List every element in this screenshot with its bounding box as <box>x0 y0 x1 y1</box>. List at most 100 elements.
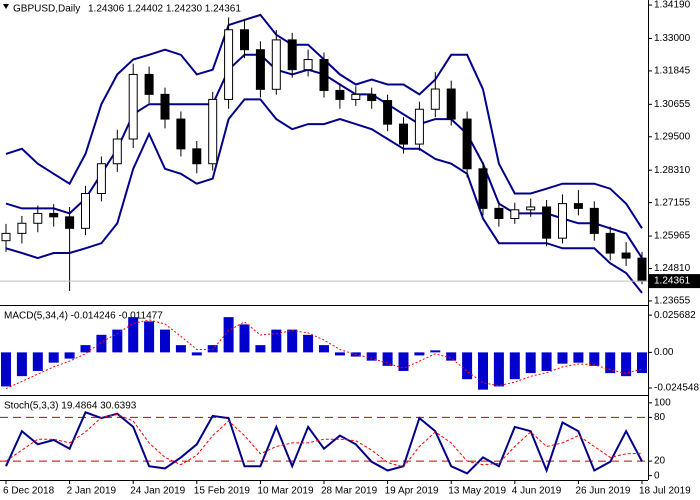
macd-bar <box>223 317 234 353</box>
macd-bar <box>48 352 59 363</box>
candle-body <box>335 89 345 100</box>
y-tick-label: 0 <box>654 470 660 481</box>
candle-body <box>128 73 138 140</box>
candle-body <box>144 73 154 95</box>
candle-body <box>81 193 90 229</box>
macd-bar <box>493 352 504 387</box>
candle-body <box>319 59 329 91</box>
x-tick-label: 28 Mar 2019 <box>321 486 378 497</box>
candle-body <box>430 88 440 110</box>
x-tick-label: 18 Jul 2019 <box>639 486 691 497</box>
y-tick-label: 1.25965 <box>654 231 691 242</box>
candle-body <box>192 148 202 165</box>
macd-bar <box>80 345 91 353</box>
candle-body <box>510 209 520 219</box>
macd-bar <box>605 352 616 374</box>
last-price-label: 1.24361 <box>654 276 691 287</box>
x-tick-label: 26 Jun 2019 <box>575 486 630 497</box>
chart-title: GBPUSD,Daily <box>13 4 80 15</box>
y-tick-label: 1.27155 <box>654 197 691 208</box>
bollinger-band <box>5 98 643 294</box>
macd-bar <box>334 352 345 356</box>
x-tick-label: 10 Mar 2019 <box>257 486 314 497</box>
candle-body <box>255 49 265 90</box>
macd-bar <box>366 352 377 361</box>
y-tick-label: 80 <box>654 412 666 423</box>
candle-body <box>462 118 472 170</box>
y-tick-label: 1.24810 <box>654 263 691 274</box>
candle-body <box>49 212 59 218</box>
y-tick-label: 1.23655 <box>654 296 691 307</box>
macd-bar <box>589 352 600 366</box>
x-tick-label: 24 Jan 2019 <box>130 486 185 497</box>
candle-body <box>176 118 186 150</box>
y-tick-label: 1.28310 <box>654 165 691 176</box>
candle-body <box>542 206 552 239</box>
candle-body <box>1 232 11 242</box>
macd-bar <box>319 345 329 353</box>
macd-bar <box>430 350 441 353</box>
candle-body <box>33 212 43 224</box>
macd-bar <box>557 352 568 364</box>
macd-bar <box>287 329 298 353</box>
candle-body <box>399 123 408 145</box>
candle-body <box>414 108 424 145</box>
x-tick-label: 19 Apr 2019 <box>385 486 439 497</box>
y-tick-label: 1.31845 <box>654 66 691 77</box>
macd-bar <box>509 352 520 380</box>
macd-bar <box>64 352 75 359</box>
last-price-box <box>649 274 700 289</box>
macd-bar <box>96 334 107 353</box>
stoch-title: Stoch(5,3,3) 19.4864 30.6393 <box>4 401 137 412</box>
candle-body <box>446 88 456 120</box>
candle-body <box>240 29 249 51</box>
macd-bar <box>541 352 552 371</box>
y-tick-label: 100 <box>654 397 671 408</box>
candle-body <box>526 206 536 211</box>
macd-bar <box>446 352 457 361</box>
macd-bar <box>128 317 139 353</box>
macd-bar <box>144 321 155 353</box>
candle-body <box>287 39 297 71</box>
candle-body <box>589 207 599 234</box>
candle-body <box>383 100 393 125</box>
candle-body <box>637 257 647 282</box>
y-tick-label: 20 <box>654 456 666 467</box>
macd-bar <box>160 329 170 353</box>
macd-signal <box>5 319 643 390</box>
macd-title: MACD(5,34,4) -0.014246 -0.011477 <box>4 311 163 322</box>
macd-bar <box>16 352 27 377</box>
candle-body <box>65 216 75 229</box>
candle-body <box>96 163 106 195</box>
candle-body <box>351 93 361 100</box>
candle-body <box>494 207 504 219</box>
candle-body <box>605 232 615 254</box>
macd-bar <box>414 352 425 356</box>
y-tick-label: 1.33000 <box>654 33 691 44</box>
macd-bar <box>478 352 488 390</box>
macd-bar <box>112 329 123 353</box>
x-tick-label: 4 Jun 2019 <box>512 486 562 497</box>
macd-bar <box>462 352 473 380</box>
macd-bar <box>271 329 282 353</box>
ohlc-values: 1.24306 1.24402 1.24230 1.24361 <box>88 4 241 15</box>
candle-body <box>558 203 567 239</box>
candle-body <box>208 98 218 165</box>
macd-bar <box>1 352 11 387</box>
y-tick-label: -0.024548 <box>654 383 699 394</box>
candle-body <box>478 168 488 209</box>
macd-bar <box>573 352 584 363</box>
candle-body <box>621 252 631 259</box>
symbol-icon <box>3 4 9 9</box>
candle-body <box>112 138 122 165</box>
macd-bar <box>255 345 266 353</box>
macd-bar <box>303 334 314 353</box>
x-tick-label: 2 Jan 2019 <box>67 486 117 497</box>
y-tick-label: 0.025682 <box>654 310 696 321</box>
y-tick-label: 1.30655 <box>654 99 691 110</box>
candle-body <box>271 39 281 90</box>
macd-bar <box>382 352 393 366</box>
